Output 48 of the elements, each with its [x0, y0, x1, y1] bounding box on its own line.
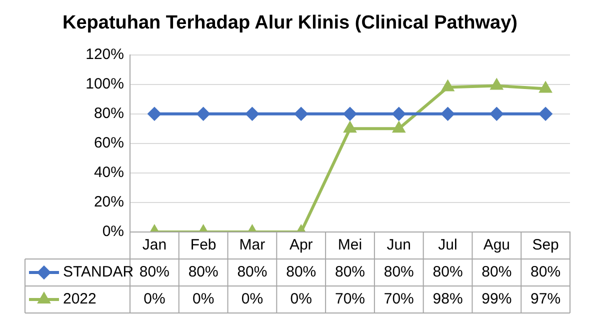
point [539, 107, 552, 120]
y-tick-label: 100% [86, 75, 124, 92]
data-label: 0% [144, 290, 166, 308]
x-tick-label: Apr [289, 236, 313, 254]
data-label: 80% [432, 264, 463, 281]
data-label: 99% [482, 290, 512, 308]
point [294, 107, 308, 120]
chart-title: Kepatuhan Terhadap Alur Klinis (Clinical Pathway) [62, 12, 518, 34]
x-tick-label: Mei [338, 236, 362, 254]
data-label: 70% [334, 290, 366, 308]
data-label: 0% [290, 290, 312, 308]
y-tick-label: 80% [94, 105, 124, 122]
data-label: 80% [530, 264, 561, 281]
point [393, 122, 405, 133]
point [344, 122, 356, 133]
y-tick-label: 40% [94, 164, 124, 182]
data-label: 80% [482, 264, 512, 281]
y-tick-label: 60% [94, 134, 124, 152]
legend-label: 2022 [63, 290, 96, 308]
y-tick-label: 20% [94, 194, 124, 211]
data-label: 0% [192, 290, 214, 308]
data-label: 0% [241, 290, 264, 308]
x-tick-label: Jul [438, 236, 458, 254]
data-label: 80% [188, 264, 218, 281]
point [392, 107, 406, 120]
data-label: 70% [384, 290, 414, 308]
point [148, 107, 161, 120]
x-tick-label: Sep [532, 236, 559, 254]
data-label: 80% [237, 264, 268, 281]
legend-label: STANDAR [63, 264, 134, 281]
point [344, 107, 356, 120]
point [196, 107, 210, 120]
x-tick-label: Jun [386, 236, 411, 254]
data-label: 80% [286, 264, 316, 281]
x-tick-label: Feb [190, 236, 216, 254]
point [246, 107, 259, 120]
data-label: 80% [334, 264, 366, 281]
data-label: 80% [384, 264, 414, 281]
y-tick-label: 0% [102, 223, 124, 240]
x-tick-label: Mar [239, 236, 266, 254]
data-label: 98% [432, 290, 463, 308]
x-tick-label: Agu [483, 236, 510, 254]
x-tick-label: Jan [142, 236, 167, 254]
y-tick-label: 120% [86, 46, 124, 63]
point [490, 107, 504, 120]
data-label: 97% [530, 290, 561, 308]
data-label: 80% [139, 264, 170, 281]
point [441, 107, 454, 120]
